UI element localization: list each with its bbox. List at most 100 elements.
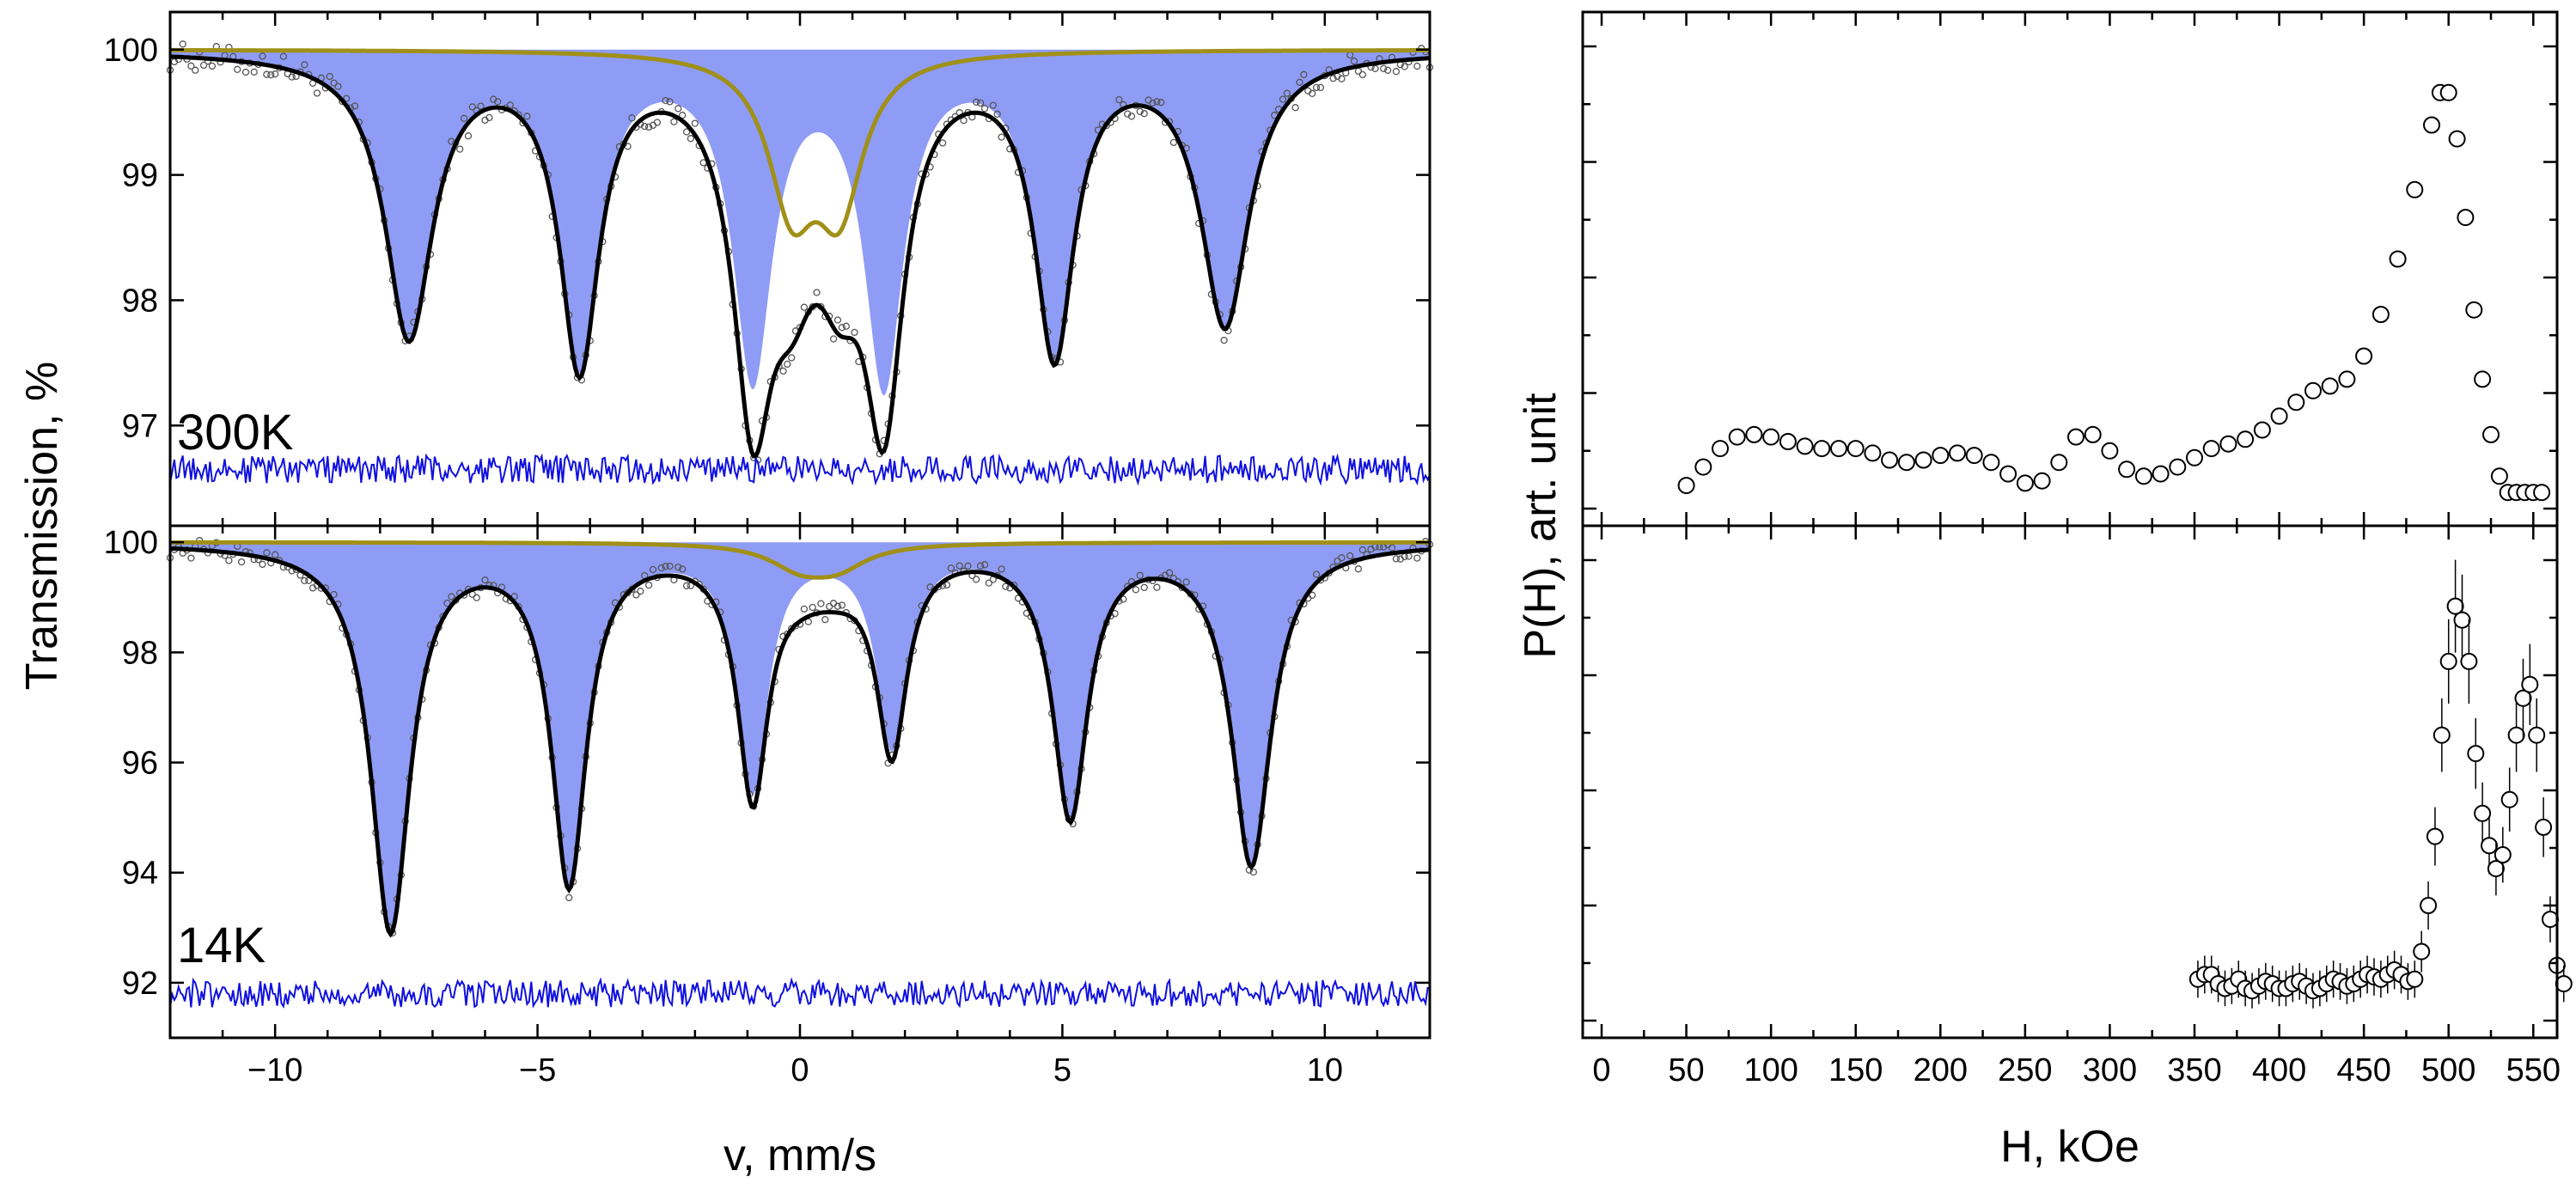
- left-x-axis-title: v, mm/s: [723, 1131, 876, 1180]
- y-tick-label: 100: [104, 33, 158, 69]
- data-point: [809, 603, 816, 612]
- data-point: [670, 118, 678, 125]
- data-point: [980, 105, 989, 113]
- y-tick-label: 94: [122, 856, 158, 892]
- data-point: [1291, 104, 1299, 112]
- data-point: [675, 563, 682, 571]
- distribution-point: [1728, 428, 1746, 446]
- y-tick-label: 92: [122, 966, 158, 1002]
- data-point: [187, 554, 195, 562]
- data-point: [632, 591, 640, 599]
- data-point: [263, 549, 271, 557]
- data-point: [637, 588, 644, 595]
- data-point: [179, 40, 186, 48]
- data-point: [494, 98, 502, 106]
- data-point: [1401, 63, 1408, 70]
- distribution-point: [2542, 911, 2559, 929]
- data-point: [234, 65, 241, 73]
- distribution-point: [1999, 465, 2017, 483]
- data-point: [250, 68, 258, 76]
- distribution-point: [1965, 447, 1983, 465]
- distribution-point: [2426, 827, 2444, 845]
- data-point: [1249, 868, 1257, 876]
- data-point: [468, 103, 476, 111]
- distribution-point: [1745, 425, 1763, 443]
- x-tick-label: 0: [791, 1052, 809, 1088]
- distribution-point: [2186, 448, 2203, 466]
- data-point: [947, 564, 955, 572]
- data-point: [1182, 578, 1190, 586]
- data-point: [343, 95, 351, 102]
- data-point: [666, 562, 674, 570]
- data-point: [1350, 58, 1358, 65]
- data-point: [1329, 75, 1337, 82]
- data-point: [1300, 70, 1308, 78]
- distribution-point: [2535, 818, 2553, 836]
- sextet-subspectrum-area: [170, 49, 1430, 396]
- data-point: [1380, 64, 1388, 72]
- distribution-point: [1677, 477, 1695, 495]
- data-point: [1358, 546, 1366, 554]
- data-point: [1383, 66, 1392, 74]
- data-point: [691, 119, 699, 127]
- data-point: [523, 113, 531, 120]
- distribution-point: [2033, 472, 2051, 490]
- data-point: [829, 335, 838, 343]
- y-tick-label: 96: [122, 746, 158, 782]
- doublet-subspectrum-line: [170, 47, 1430, 238]
- data-point: [199, 61, 208, 70]
- x-tick-label: 200: [1914, 1052, 1968, 1088]
- data-point: [456, 145, 464, 153]
- data-point: [998, 565, 1005, 573]
- distribution-point: [2134, 467, 2152, 485]
- data-point: [1309, 591, 1316, 599]
- distribution-point: [2237, 430, 2255, 448]
- data-point: [960, 117, 968, 125]
- distribution-point: [1847, 440, 1865, 458]
- data-point: [1140, 110, 1148, 118]
- data-point: [976, 99, 985, 107]
- data-point: [267, 71, 275, 79]
- distribution-point: [1813, 440, 1831, 458]
- x-tick-label: 5: [1053, 1052, 1071, 1088]
- spectrum-300k-panel: 300K 97 98 99 100: [104, 10, 1434, 527]
- data-point: [943, 581, 951, 589]
- data-point: [313, 89, 321, 97]
- distribution-point: [2467, 745, 2485, 763]
- distribution-point: [2287, 393, 2305, 412]
- data-point: [448, 593, 455, 601]
- data-point: [259, 52, 266, 60]
- y-tick-label: 98: [122, 283, 158, 319]
- data-point: [1220, 336, 1228, 345]
- x-tick-label: 550: [2506, 1052, 2561, 1088]
- distribution-point: [2439, 652, 2457, 670]
- y-tick-label: 98: [122, 635, 158, 671]
- x-tick-label: 350: [2167, 1052, 2221, 1088]
- distribution-point: [1932, 447, 1950, 465]
- data-point: [813, 289, 821, 296]
- panel-label-300k: 300K: [177, 405, 294, 460]
- distribution-point: [2101, 442, 2119, 460]
- right-x-axis-title: H, kOe: [2000, 1122, 2140, 1172]
- data-point: [980, 561, 989, 569]
- data-point: [800, 303, 809, 311]
- data-point: [679, 565, 687, 573]
- data-point: [985, 579, 993, 587]
- distribution-point: [2420, 897, 2438, 914]
- data-point: [838, 601, 846, 609]
- data-point: [351, 102, 359, 110]
- plot-frame: [1581, 524, 2559, 1040]
- distribution-point: [1712, 440, 1729, 458]
- data-point: [800, 605, 809, 613]
- data-point: [833, 316, 842, 324]
- distribution-point: [2457, 209, 2475, 227]
- data-point: [973, 576, 980, 583]
- x-tick-label: 50: [1668, 1052, 1704, 1088]
- data-point: [485, 113, 493, 122]
- y-tick-label: 99: [122, 158, 158, 194]
- data-point: [993, 110, 1001, 118]
- x-tick-label: 100: [1743, 1052, 1798, 1088]
- data-point: [1312, 83, 1321, 92]
- data-point: [826, 602, 833, 611]
- distribution-point: [2118, 460, 2136, 479]
